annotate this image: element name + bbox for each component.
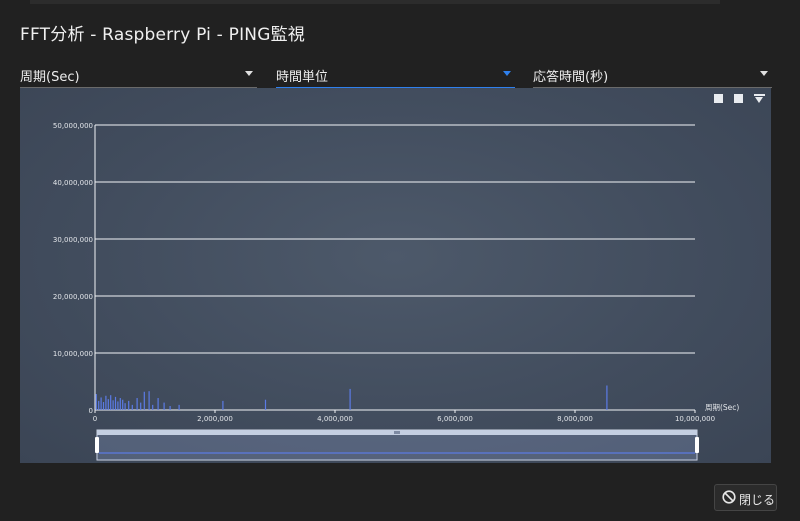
zoom-slider-left-handle: [95, 437, 99, 453]
close-button[interactable]: 閉じる: [714, 484, 777, 511]
y-tick-label: 10,000,000: [53, 350, 93, 358]
y-tick-label: 30,000,000: [53, 236, 93, 244]
fft-bar: [124, 403, 126, 410]
selector-row: 周期(Sec) 時間単位 応答時間(秒): [20, 63, 772, 88]
time-unit-select[interactable]: 時間単位: [276, 63, 515, 88]
y-tick-label: 20,000,000: [53, 293, 93, 301]
fft-bar: [349, 388, 351, 410]
fft-bar: [136, 398, 138, 410]
fft-bar: [105, 395, 107, 410]
chevron-down-icon: [245, 71, 253, 76]
zoom-slider-grip: [394, 431, 400, 434]
fft-bar: [131, 404, 133, 410]
fft-bar: [100, 397, 102, 410]
chart-toolbox: [708, 94, 765, 106]
x-tick-label: 8,000,000: [557, 415, 593, 423]
fft-bar: [112, 400, 114, 410]
zoom-reset-icon[interactable]: [733, 94, 743, 103]
fft-bar: [148, 391, 150, 410]
response-time-select-label: 応答時間(秒): [533, 70, 609, 85]
fft-chart: 0 10,000,000 20,000,000 30,000,000 40,000,00…: [53, 122, 739, 461]
y-tick-label: 50,000,000: [53, 122, 93, 130]
dialog-title: FFT分析 - Raspberry Pi - PING監視: [20, 25, 305, 45]
chevron-down-icon: [503, 71, 511, 76]
fft-bar: [140, 402, 142, 410]
download-icon[interactable]: [754, 94, 765, 103]
fft-bar: [119, 398, 121, 410]
time-unit-select-label: 時間単位: [276, 70, 329, 85]
fft-bar: [128, 400, 130, 410]
x-tick-label: 10,000,000: [675, 415, 715, 423]
y-tick-label: 0: [89, 407, 93, 415]
fft-bar: [264, 399, 267, 410]
x-axis-label: 周期(Sec): [705, 403, 739, 412]
chevron-down-icon: [760, 71, 768, 76]
y-tick-label: 40,000,000: [53, 179, 93, 187]
prohibited-icon: [722, 490, 736, 504]
fft-bar: [163, 402, 165, 410]
fft-bar: [222, 400, 224, 410]
period-select-label: 周期(Sec): [20, 70, 80, 85]
x-tick-label: 0: [93, 415, 97, 423]
fft-bar: [95, 394, 97, 410]
fft-bar: [606, 385, 608, 410]
dialog-top-edge: [30, 0, 720, 4]
x-tick-label: 2,000,000: [197, 415, 233, 423]
fft-bar: [107, 399, 109, 410]
zoom-icon[interactable]: [713, 94, 723, 103]
fft-bar: [169, 406, 171, 410]
fft-chart-panel: 0 10,000,000 20,000,000 30,000,000 40,000,00…: [20, 88, 771, 463]
fft-bar: [102, 402, 105, 410]
fft-bar: [152, 404, 154, 410]
fft-bar: [98, 400, 100, 410]
x-tick-label: 6,000,000: [437, 415, 473, 423]
close-button-label: 閉じる: [739, 493, 776, 507]
fft-bar: [110, 395, 112, 410]
zoom-slider-preview: [99, 452, 695, 454]
period-select[interactable]: 周期(Sec): [20, 63, 257, 88]
fft-bar: [178, 404, 180, 410]
fft-bar: [114, 396, 117, 410]
response-time-select[interactable]: 応答時間(秒): [533, 63, 772, 88]
fft-bar: [117, 401, 119, 410]
x-tick-label: 4,000,000: [317, 415, 353, 423]
fft-bar: [143, 391, 145, 410]
fft-bar: [157, 398, 159, 410]
fft-bar: [122, 399, 124, 410]
zoom-slider-right-handle: [695, 437, 699, 453]
